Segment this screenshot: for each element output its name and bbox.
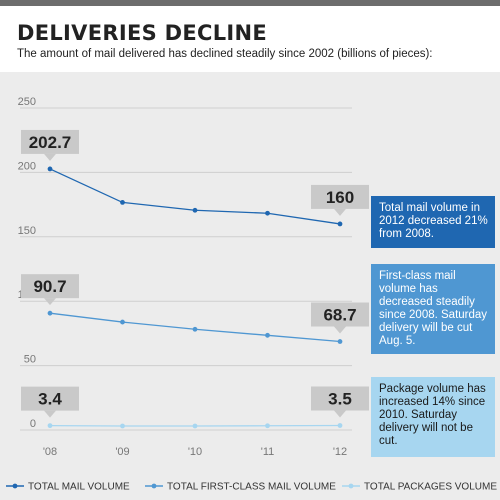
note-total-mail: Total mail volume in 2012 decreased 21% … [371,196,495,248]
legend-label: TOTAL MAIL VOLUME [28,482,130,493]
data-point [192,423,198,429]
y-tick-label: 0 [30,418,36,430]
data-point [192,207,198,213]
data-point [337,221,343,227]
note-packages: Package volume has increased 14% since 2… [371,377,495,457]
data-label: 160 [326,188,354,207]
data-label: 202.7 [29,133,72,152]
legend-swatch-point [348,483,354,489]
data-label: 3.5 [328,389,352,408]
y-tick-label: 250 [18,96,36,108]
data-point [265,332,270,338]
data-point [337,339,343,344]
y-tick-label: 50 [24,354,36,366]
callout-box [21,386,79,411]
data-point [337,423,343,428]
callout-pointer [44,410,56,418]
data-point [47,423,53,429]
data-point [192,326,198,332]
x-tick-label: '10 [188,446,202,458]
data-point [120,319,125,325]
series-line-0 [49,168,341,225]
note-first-class: First-class mail volume has decreased st… [371,264,495,354]
callout-pointer [334,208,346,216]
data-label: 90.7 [33,277,66,296]
data-point [265,423,270,429]
chart-title: DELIVERIES DECLINE [17,21,268,45]
x-tick-label: '09 [115,446,129,458]
callout-box [311,184,369,209]
data-label: 68.7 [323,306,356,325]
chart-subtitle: The amount of mail delivered has decline… [17,48,433,60]
data-point [47,310,53,316]
callout-pointer [334,326,346,334]
data-point [120,423,125,429]
legend-label: TOTAL FIRST-CLASS MAIL VOLUME [167,482,336,493]
x-tick-label: '11 [261,446,275,458]
y-tick-label: 200 [18,160,36,172]
legend-swatch-point [12,483,18,489]
callout-pointer [334,410,346,418]
title-bar [0,0,500,6]
legend-label: TOTAL PACKAGES VOLUME [364,482,497,493]
data-point [120,200,125,205]
x-tick-label: '12 [333,446,347,458]
callout-box [311,302,369,327]
y-tick-label: 150 [18,225,36,237]
legend-swatch-point [151,483,157,489]
callout-box [21,274,79,299]
callout-pointer [44,298,56,306]
x-tick-label: '08 [43,446,57,458]
callout-box [21,129,79,154]
data-point [265,210,270,216]
data-point [47,166,53,172]
callout-box [311,386,369,411]
data-label: 3.4 [38,390,62,409]
callout-pointer [44,153,56,161]
